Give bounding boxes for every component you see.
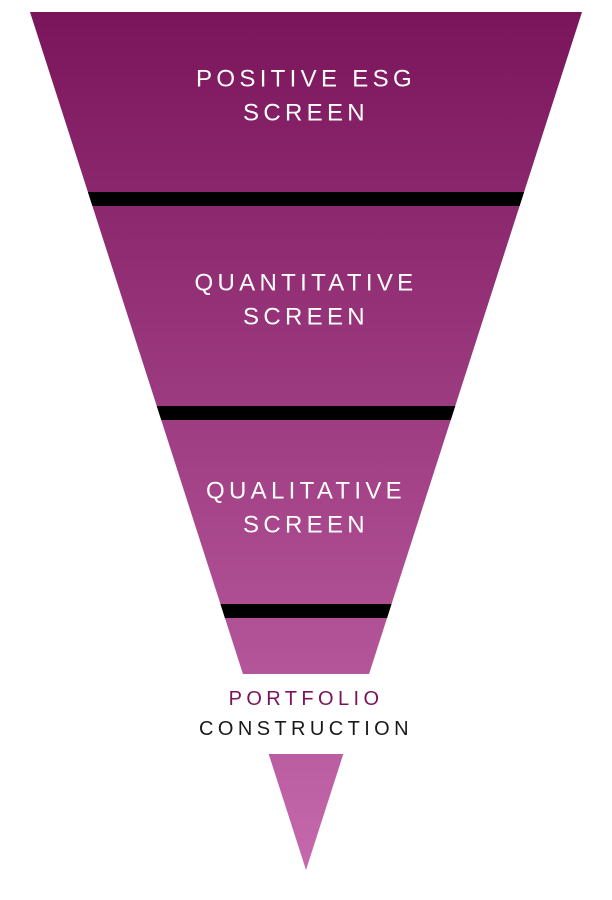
- funnel-callout-box: PORTFOLIO CONSTRUCTION: [173, 674, 439, 754]
- funnel-gap-2: [0, 406, 612, 420]
- funnel-triangle: [0, 0, 612, 900]
- callout-line-2: CONSTRUCTION: [199, 714, 413, 744]
- funnel-fill: [0, 0, 612, 900]
- funnel-diagram: POSITIVE ESG SCREEN QUANTITATIVE SCREEN …: [0, 0, 612, 900]
- funnel-gap-3: [0, 604, 612, 618]
- funnel-stage-1-label: POSITIVE ESG SCREEN: [196, 62, 416, 129]
- callout-line-1: PORTFOLIO: [199, 684, 413, 714]
- funnel-callout: PORTFOLIO CONSTRUCTION: [173, 674, 439, 754]
- funnel-stage-3-label: QUALITATIVE SCREEN: [206, 474, 406, 541]
- funnel-gap-1: [0, 192, 612, 206]
- funnel-stage-2-label: QUANTITATIVE SCREEN: [195, 266, 418, 333]
